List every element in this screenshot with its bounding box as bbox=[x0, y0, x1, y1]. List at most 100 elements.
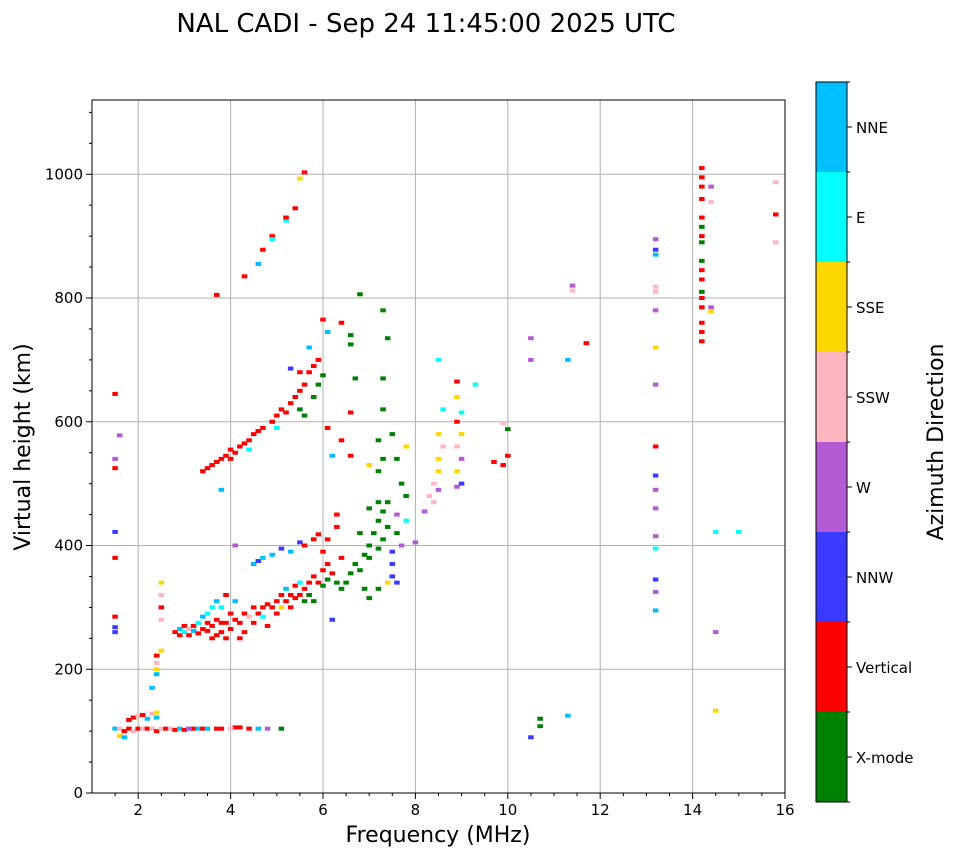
data-point-nnw bbox=[112, 529, 118, 534]
data-point-x-mode bbox=[380, 308, 386, 313]
data-point-nnw bbox=[297, 540, 303, 545]
data-point-e bbox=[181, 630, 188, 635]
data-point-vertical bbox=[301, 382, 308, 387]
data-point-nne bbox=[177, 726, 183, 731]
data-point-sse bbox=[454, 469, 460, 474]
data-point-vertical bbox=[699, 234, 705, 239]
data-point-vertical bbox=[274, 611, 280, 616]
x-tick-label: 14 bbox=[683, 801, 702, 819]
data-point-sse bbox=[153, 667, 160, 672]
data-point-sse bbox=[278, 605, 285, 610]
data-point-x-mode bbox=[375, 586, 382, 591]
data-point-vertical bbox=[324, 562, 331, 567]
data-point-vertical bbox=[652, 444, 659, 449]
data-point-ssw bbox=[569, 288, 576, 293]
data-point-vertical bbox=[218, 620, 225, 625]
data-point-vertical bbox=[218, 726, 225, 731]
data-point-ssw bbox=[426, 494, 433, 498]
data-point-w bbox=[652, 382, 659, 387]
data-point-x-mode bbox=[320, 583, 326, 588]
data-point-w bbox=[186, 726, 192, 731]
data-point-x-mode bbox=[371, 531, 377, 536]
data-point-sse bbox=[435, 456, 442, 461]
data-point-vertical bbox=[699, 166, 705, 171]
data-point-nne bbox=[200, 614, 206, 619]
y-tick-label: 200 bbox=[54, 660, 83, 678]
data-point-vertical bbox=[310, 574, 317, 579]
data-point-vertical bbox=[121, 729, 128, 734]
y-axis-label: Virtual height (km) bbox=[11, 343, 36, 550]
data-point-nnw bbox=[389, 549, 396, 554]
colorbar-tick-label: SSE bbox=[856, 299, 885, 317]
y-tick-label: 1000 bbox=[45, 165, 83, 183]
data-point-x-mode bbox=[366, 506, 372, 511]
data-point-ssw bbox=[140, 726, 146, 731]
data-point-vertical bbox=[292, 206, 299, 211]
y-tick-label: 0 bbox=[73, 784, 83, 802]
data-point-e bbox=[652, 546, 659, 551]
data-point-vertical bbox=[223, 453, 229, 458]
data-point-x-mode bbox=[310, 599, 317, 604]
data-point-sse bbox=[366, 463, 372, 468]
data-point-e bbox=[440, 407, 446, 412]
data-point-ssw bbox=[158, 617, 165, 622]
x-axis-label: Frequency (MHz) bbox=[346, 823, 531, 848]
data-point-ssw bbox=[454, 444, 460, 449]
data-point-x-mode bbox=[394, 531, 400, 536]
data-point-vertical bbox=[297, 388, 303, 393]
data-point-vertical bbox=[347, 410, 354, 415]
data-point-x-mode bbox=[352, 376, 359, 381]
x-tick-label: 12 bbox=[591, 801, 610, 819]
data-point-ssw bbox=[116, 726, 123, 731]
data-point-vertical bbox=[699, 339, 705, 344]
data-point-nne bbox=[565, 357, 571, 362]
data-point-nne bbox=[195, 726, 202, 731]
data-point-nnw bbox=[528, 735, 534, 740]
data-point-x-mode bbox=[398, 481, 405, 486]
data-point-sse bbox=[116, 734, 123, 739]
data-point-ssw bbox=[227, 726, 234, 731]
data-point-w bbox=[435, 487, 442, 492]
data-point-nne bbox=[153, 672, 160, 677]
data-point-vertical bbox=[283, 599, 289, 604]
colorbar-swatch-w bbox=[816, 442, 847, 532]
colorbar-tick-label: W bbox=[856, 479, 871, 497]
data-point-sse bbox=[652, 345, 659, 350]
data-point-nne bbox=[190, 628, 197, 633]
data-point-w bbox=[712, 630, 719, 635]
data-point-x-mode bbox=[699, 289, 705, 294]
data-point-w bbox=[112, 456, 118, 461]
x-tick-label: 4 bbox=[226, 801, 236, 819]
data-point-e bbox=[736, 529, 742, 534]
data-point-nne bbox=[250, 562, 257, 567]
data-point-ssw bbox=[158, 593, 165, 597]
data-point-ssw bbox=[431, 500, 437, 505]
data-point-x-mode bbox=[357, 292, 363, 297]
data-point-x-mode bbox=[375, 438, 382, 443]
data-point-ssw bbox=[246, 614, 252, 619]
data-point-vertical bbox=[347, 453, 354, 458]
data-point-nne bbox=[121, 735, 128, 740]
colorbar-tick-label: Vertical bbox=[856, 659, 912, 677]
data-point-x-mode bbox=[278, 726, 285, 731]
data-point-x-mode bbox=[375, 469, 382, 474]
data-point-sse bbox=[158, 580, 165, 585]
data-point-w bbox=[652, 308, 659, 313]
data-point-ssw bbox=[149, 726, 155, 731]
data-point-vertical bbox=[232, 725, 238, 730]
data-point-vertical bbox=[338, 555, 345, 560]
data-point-vertical bbox=[227, 627, 234, 632]
axis-ticks: 2 4 6 8 10 12 14 16 0 200 400 600 800 1000 bbox=[45, 111, 795, 819]
data-point-nnw bbox=[394, 580, 400, 585]
data-point-e bbox=[458, 410, 465, 415]
data-point-vertical bbox=[699, 277, 705, 282]
data-point-vertical bbox=[223, 636, 229, 641]
data-point-vertical bbox=[699, 215, 705, 220]
data-point-vertical bbox=[204, 620, 211, 625]
data-point-w bbox=[421, 509, 428, 514]
y-tick-label: 600 bbox=[54, 413, 83, 431]
data-point-sse bbox=[454, 395, 460, 399]
x-tick-label: 2 bbox=[133, 801, 143, 819]
data-point-vertical bbox=[237, 725, 243, 730]
data-point-vertical bbox=[315, 580, 322, 585]
